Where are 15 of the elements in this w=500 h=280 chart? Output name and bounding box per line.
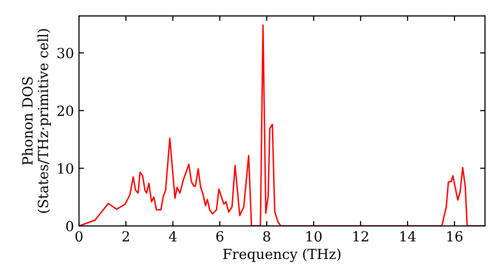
y-tick-label: 20 — [57, 106, 74, 116]
x-tick-label: 14 — [400, 231, 416, 242]
x-tick-label: 0 — [75, 231, 82, 242]
x-axis-title: Frequency (THz) — [223, 248, 340, 262]
y-axis-title: Phonon DOS (States/THz·primitive cell) — [22, 29, 51, 213]
x-tick-label: 6 — [216, 231, 224, 242]
x-tick-label: 12 — [353, 231, 368, 242]
y-tick-label: 0 — [66, 220, 74, 232]
x-tick-label: 2 — [122, 231, 129, 242]
x-tick-label: 16 — [447, 231, 462, 242]
y-tick-label: 30 — [58, 48, 74, 58]
x-tick-label: 8 — [263, 231, 270, 242]
x-tick-label: 10 — [306, 231, 322, 242]
y-tick-label: 10 — [58, 163, 74, 174]
x-tick-label: 4 — [168, 231, 177, 242]
